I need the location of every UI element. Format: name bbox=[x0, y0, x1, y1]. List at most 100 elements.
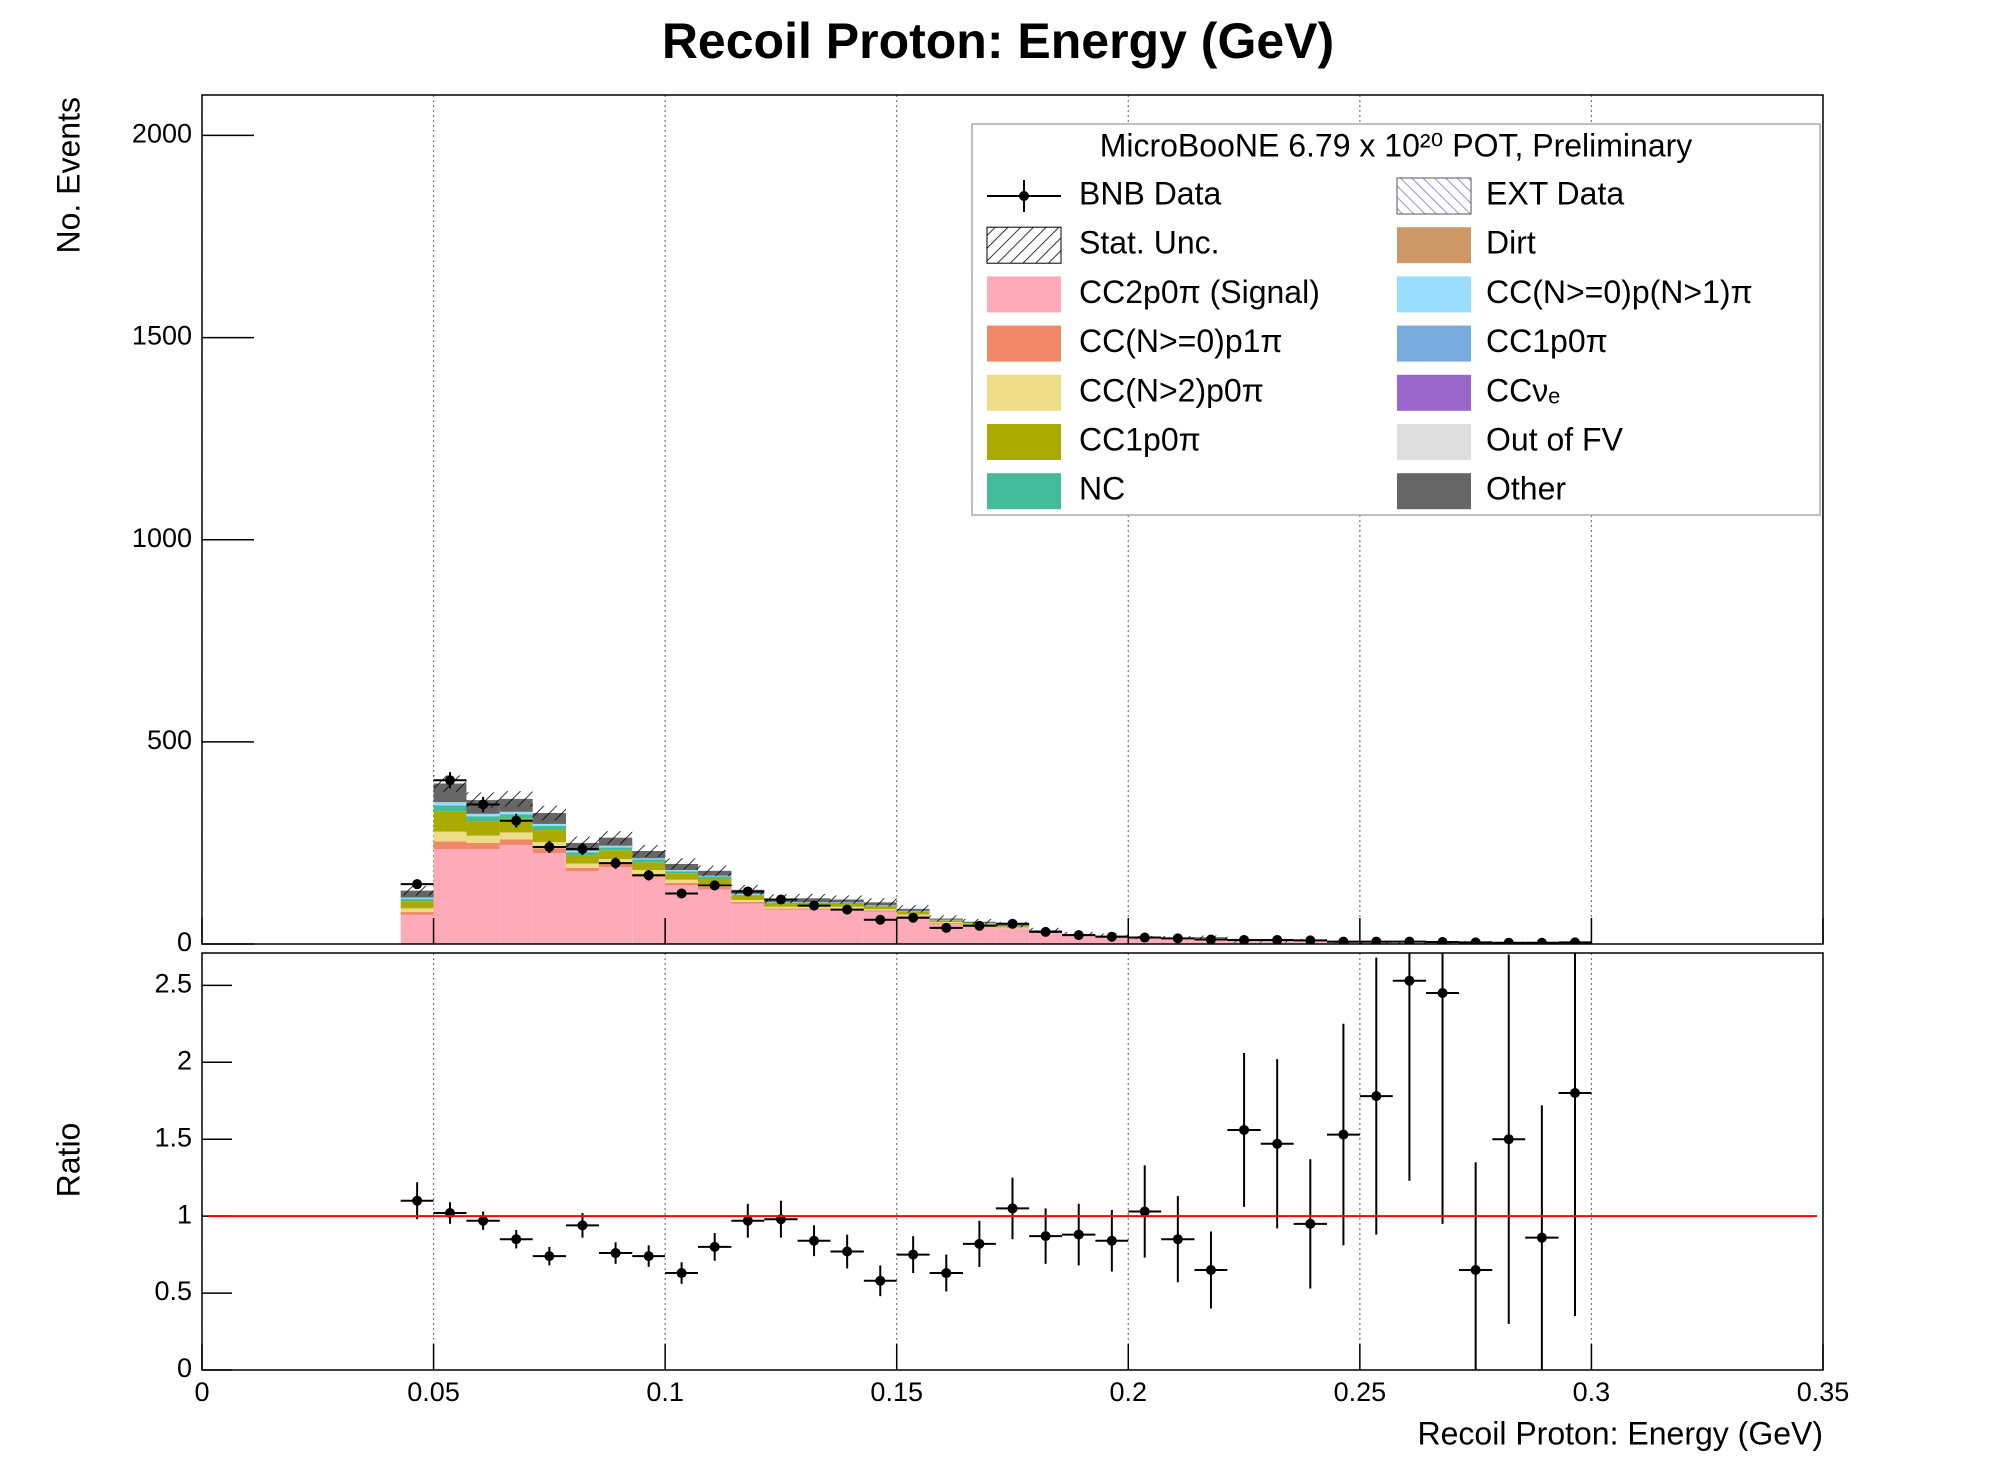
legend: MicroBooNE 6.79 x 10²⁰ POT, Preliminary … bbox=[971, 123, 1821, 516]
legend-label: CC(N>2)p0π bbox=[1079, 372, 1264, 408]
data-point bbox=[1470, 937, 1481, 944]
y-tick-label: 500 bbox=[147, 725, 192, 755]
ratio-point bbox=[941, 1268, 952, 1279]
stack-segment bbox=[698, 875, 732, 877]
ratio-point bbox=[709, 1241, 720, 1252]
legend-swatch bbox=[987, 276, 1061, 313]
stack-segment bbox=[665, 873, 699, 880]
stack-segment bbox=[532, 823, 567, 826]
ratio-point bbox=[1305, 1218, 1316, 1229]
legend-label: Stat. Unc. bbox=[1079, 225, 1220, 261]
legend-swatch bbox=[987, 325, 1061, 362]
data-point bbox=[1007, 918, 1018, 929]
data-point bbox=[809, 900, 820, 911]
stack-segment bbox=[665, 879, 699, 883]
ratio-axis-title: Ratio bbox=[50, 1123, 86, 1198]
y-tick-label: 0 bbox=[177, 927, 192, 957]
stat-unc-band bbox=[797, 893, 831, 903]
ratio-point bbox=[577, 1220, 588, 1231]
legend-label: CC2p0π (Signal) bbox=[1079, 274, 1320, 310]
legend-swatch bbox=[1397, 227, 1471, 264]
legend-label: EXT Data bbox=[1486, 175, 1624, 211]
stack-segment bbox=[566, 855, 599, 864]
ratio-point bbox=[544, 1251, 555, 1262]
data-point bbox=[1272, 934, 1283, 944]
ratio-point bbox=[1338, 1129, 1349, 1140]
stack-segment bbox=[598, 850, 633, 860]
stack-segment bbox=[731, 895, 765, 900]
ratio-point bbox=[742, 1215, 753, 1226]
data-point bbox=[1205, 934, 1216, 944]
stat-unc-band bbox=[598, 831, 633, 845]
stack-segment bbox=[797, 909, 831, 944]
data-point bbox=[643, 870, 654, 881]
x-tick-label: 0.35 bbox=[1797, 1377, 1850, 1407]
legend-title: MicroBooNE 6.79 x 10²⁰ POT, Preliminary bbox=[1100, 127, 1693, 163]
stack-segment bbox=[400, 912, 434, 915]
data-point bbox=[1371, 936, 1382, 944]
stack-segment bbox=[731, 901, 765, 904]
stack-segment bbox=[400, 897, 434, 899]
stack-segment bbox=[764, 906, 798, 909]
stack-segment bbox=[632, 862, 666, 871]
legend-swatch-dot bbox=[1019, 191, 1029, 201]
legend-label: CC(N>=0)p1π bbox=[1079, 323, 1282, 359]
ratio-y-tick-label: 2 bbox=[177, 1045, 192, 1075]
data-point bbox=[676, 888, 687, 899]
ratio-point bbox=[1272, 1138, 1283, 1149]
legend-swatch bbox=[1396, 177, 1472, 215]
ratio-point bbox=[809, 1235, 820, 1246]
stack-segment bbox=[962, 926, 996, 944]
data-point bbox=[1139, 932, 1150, 943]
data-point bbox=[709, 880, 720, 891]
stack-segment bbox=[632, 859, 666, 863]
ratio-point bbox=[1139, 1206, 1150, 1217]
stack-segment bbox=[532, 853, 567, 944]
ratio-point bbox=[974, 1238, 985, 1249]
stack-segment bbox=[863, 910, 897, 912]
x-tick-label: 0.1 bbox=[646, 1377, 684, 1407]
y-axis-title: No. Events bbox=[50, 97, 86, 254]
ratio-point bbox=[511, 1234, 522, 1245]
legend-label: CC(N>=0)p(N>1)π bbox=[1486, 274, 1753, 310]
stack-segment bbox=[863, 906, 897, 910]
stat-unc-band bbox=[929, 915, 963, 922]
stack-segment bbox=[499, 839, 533, 845]
data-point bbox=[478, 799, 489, 810]
data-point bbox=[1040, 926, 1051, 937]
legend-swatch bbox=[987, 374, 1061, 411]
stack-segment bbox=[433, 841, 467, 849]
top-frame bbox=[201, 94, 1824, 945]
stack-segment bbox=[400, 901, 434, 909]
stack-segment bbox=[499, 844, 533, 944]
stat-unc-band bbox=[400, 885, 434, 896]
ratio-y-tick-label: 1 bbox=[177, 1199, 192, 1229]
data-point bbox=[1536, 937, 1547, 944]
data-point bbox=[1503, 937, 1514, 944]
x-tick-label: 0.25 bbox=[1334, 1377, 1387, 1407]
legend-label: CCνₑ bbox=[1486, 372, 1560, 408]
data-point bbox=[412, 879, 423, 890]
data-point bbox=[1338, 936, 1349, 944]
stack-segment bbox=[995, 928, 1030, 944]
data-point bbox=[1172, 933, 1183, 944]
x-tick-label: 0.3 bbox=[1573, 1377, 1611, 1407]
data-point bbox=[610, 858, 621, 869]
stack-segment bbox=[499, 832, 533, 840]
stack-segment bbox=[400, 908, 434, 913]
ratio-point bbox=[1073, 1229, 1084, 1240]
legend-label: Dirt bbox=[1486, 225, 1536, 261]
stat-unc-band bbox=[896, 905, 930, 913]
ratio-point bbox=[1172, 1234, 1183, 1245]
ratio-point bbox=[1404, 975, 1415, 986]
x-axis-title: Recoil Proton: Energy (GeV) bbox=[1418, 1415, 1824, 1451]
ratio-y-tick-label: 1.5 bbox=[154, 1122, 192, 1152]
ratio-point bbox=[478, 1215, 489, 1226]
legend-swatch bbox=[987, 473, 1061, 510]
data-point bbox=[1106, 931, 1117, 942]
stack-segment bbox=[566, 867, 599, 872]
stack-segment bbox=[466, 816, 500, 822]
legend-label: NC bbox=[1079, 471, 1125, 507]
data-point bbox=[1569, 937, 1580, 944]
ratio-y-tick-label: 0 bbox=[177, 1353, 192, 1383]
